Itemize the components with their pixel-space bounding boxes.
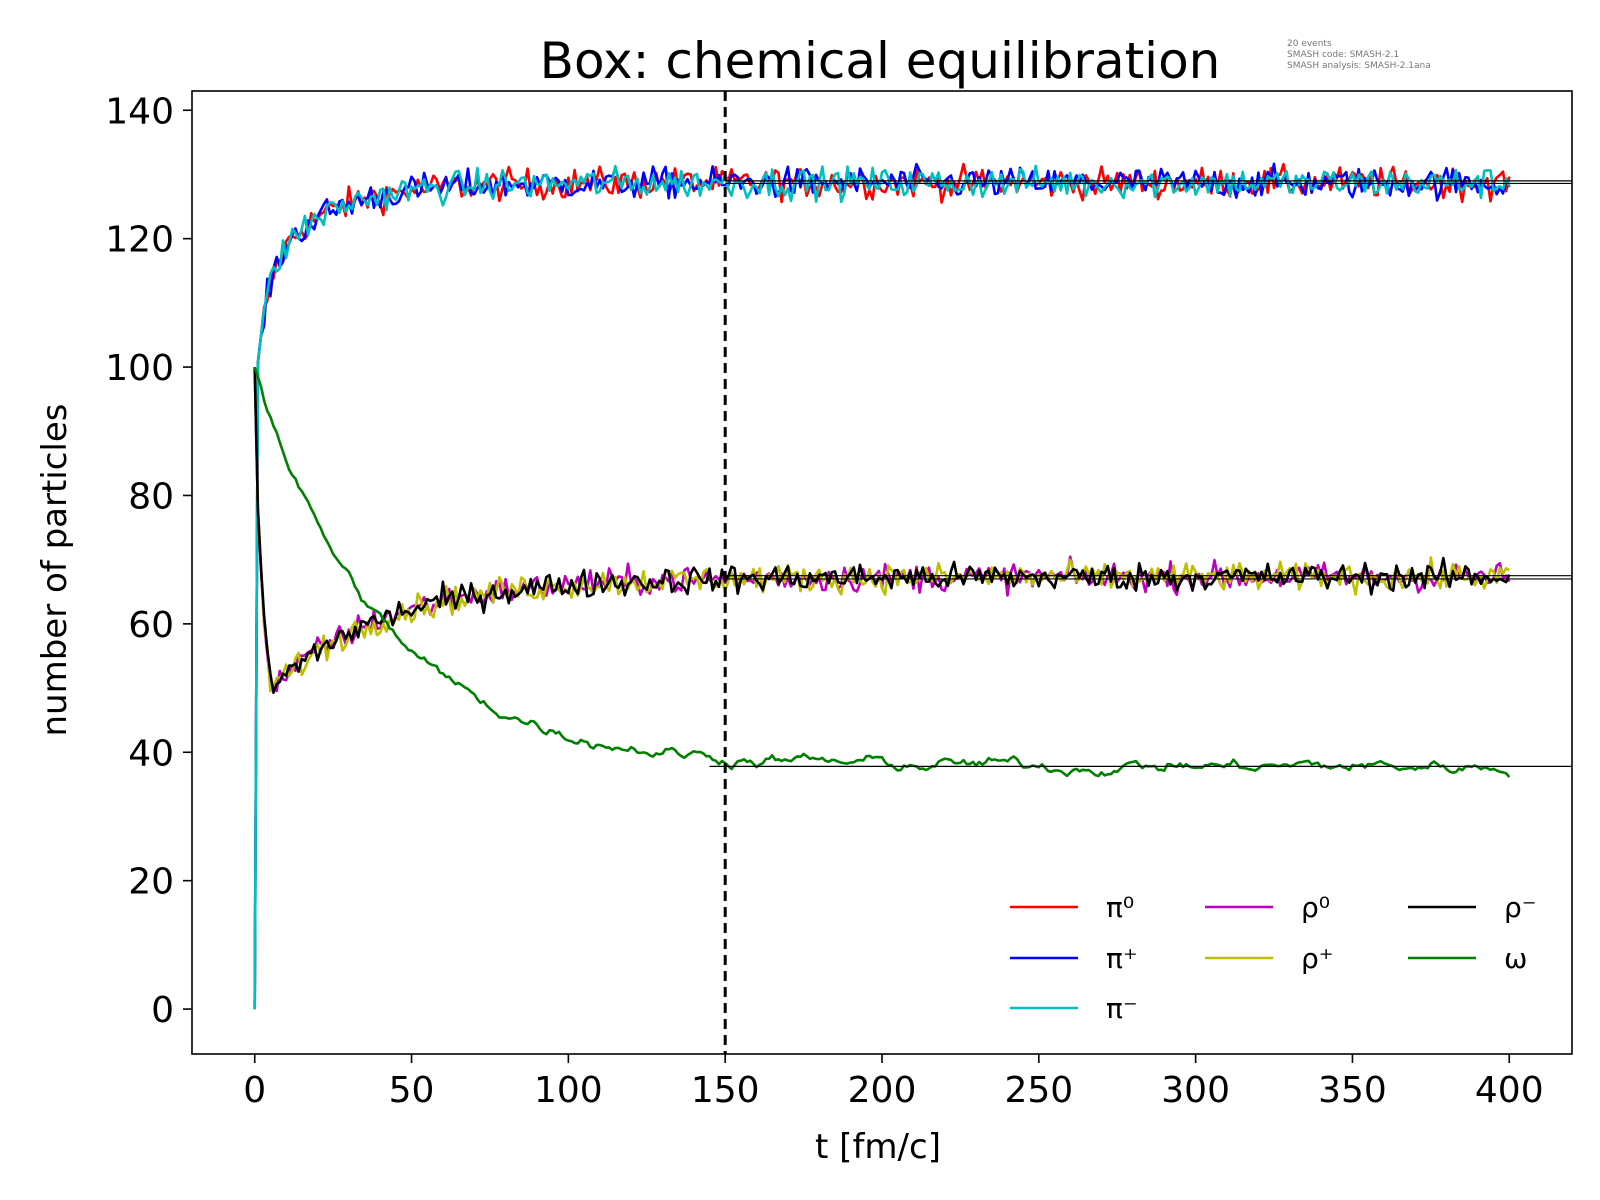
plot-frame xyxy=(191,90,1573,1055)
run-annotation: 20 events SMASH code: SMASH-2.1 SMASH an… xyxy=(1287,39,1431,71)
legend-label: ρ⁰ xyxy=(1301,891,1330,924)
x-tick-label: 200 xyxy=(848,1070,917,1111)
y-tick-label: 100 xyxy=(105,348,174,389)
y-tick-label: 0 xyxy=(151,990,174,1031)
legend-item: ρ⁻ xyxy=(1408,891,1537,924)
y-axis-label: number of particles xyxy=(35,403,75,736)
legend-item: π⁺ xyxy=(1010,942,1138,975)
x-tick-label: 400 xyxy=(1475,1070,1544,1111)
x-tick-label: 0 xyxy=(243,1070,266,1111)
legend-label: π⁰ xyxy=(1106,891,1134,924)
x-tick-label: 350 xyxy=(1318,1070,1387,1111)
series-line-6 xyxy=(253,367,1511,695)
legend-label: π⁺ xyxy=(1106,942,1138,975)
series-line-3 xyxy=(253,164,1511,1010)
y-tick-label: 140 xyxy=(105,91,174,132)
series-line-4 xyxy=(253,367,1511,693)
series-line-5 xyxy=(253,367,1510,693)
chart-title: Box: chemical equilibration xyxy=(540,32,1221,90)
legend-label: ω xyxy=(1504,942,1527,975)
legend-item: ρ⁰ xyxy=(1205,891,1330,924)
y-tick-label: 80 xyxy=(128,476,174,517)
x-tick-label: 50 xyxy=(389,1070,435,1111)
y-tick-label: 20 xyxy=(128,862,174,903)
legend: π⁰ π⁺ π⁻ ρ⁰ ρ⁺ ρ⁻ ω xyxy=(1010,891,1537,1025)
x-axis-label: t [fm/c] xyxy=(815,1127,941,1167)
x-tick-label: 300 xyxy=(1161,1070,1230,1111)
y-tick-label: 120 xyxy=(105,220,174,261)
plot-area: 0 50 100 150 200 250 300 350 400 0 20 40 60 80 100 120 1… xyxy=(105,90,1573,1111)
y-tick-label: 40 xyxy=(128,733,174,774)
legend-label: ρ⁺ xyxy=(1301,942,1334,975)
legend-item: π⁻ xyxy=(1010,992,1138,1025)
y-tick-label: 60 xyxy=(128,605,174,646)
annotation-line-2: SMASH code: SMASH-2.1 xyxy=(1287,50,1399,60)
legend-label: π⁻ xyxy=(1106,992,1138,1025)
legend-item: ω xyxy=(1408,942,1527,975)
legend-item: ρ⁺ xyxy=(1205,942,1334,975)
x-tick-label: 100 xyxy=(534,1070,603,1111)
x-tick-label: 250 xyxy=(1004,1070,1073,1111)
series-line-7 xyxy=(253,366,1511,778)
legend-item: π⁰ xyxy=(1010,891,1134,924)
x-tick-label: 150 xyxy=(691,1070,760,1111)
annotation-line-1: 20 events xyxy=(1287,39,1332,49)
annotation-line-3: SMASH analysis: SMASH-2.1ana xyxy=(1287,61,1431,71)
legend-label: ρ⁻ xyxy=(1504,891,1537,924)
